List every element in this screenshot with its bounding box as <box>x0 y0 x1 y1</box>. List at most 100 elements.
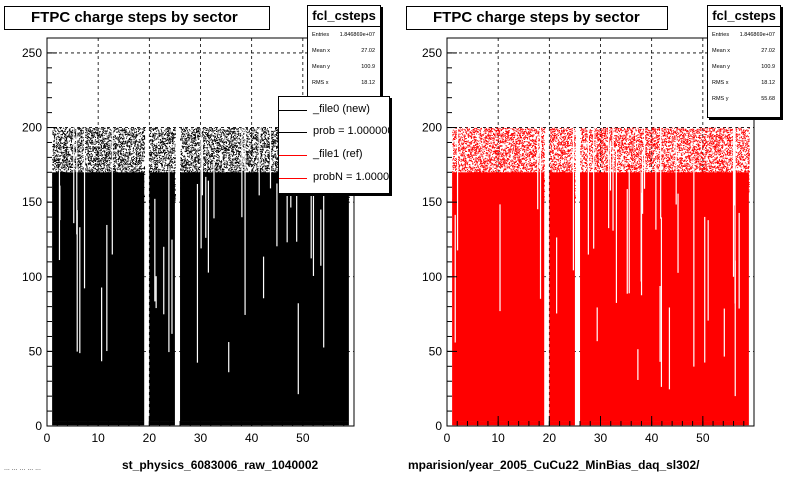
scatter-point <box>105 193 107 195</box>
scatter-point <box>170 133 172 135</box>
scatter-point <box>129 194 131 195</box>
scatter-point <box>127 198 128 200</box>
scatter-point <box>87 136 89 138</box>
scatter-point <box>105 178 107 180</box>
scatter-point <box>107 197 108 199</box>
scatter-point <box>153 175 155 177</box>
scatter-point <box>89 131 91 133</box>
scatter-point <box>72 163 74 165</box>
scatter-point <box>56 158 58 160</box>
scatter-point <box>138 152 140 154</box>
scatter-point <box>64 128 66 130</box>
scatter-point <box>173 134 175 135</box>
scatter-point <box>106 201 108 203</box>
scatter-point <box>129 133 131 135</box>
scatter-point <box>104 191 106 192</box>
scatter-point <box>117 187 119 188</box>
scatter-point <box>106 165 108 167</box>
scatter-point <box>94 158 96 159</box>
scatter-point <box>132 129 134 131</box>
scatter-point <box>136 152 138 154</box>
scatter-point <box>170 136 172 138</box>
scatter-point <box>105 171 107 173</box>
scatter-point <box>78 178 80 180</box>
scatter-point <box>62 127 64 129</box>
scatter-point <box>124 130 126 132</box>
scatter-point <box>123 130 125 131</box>
scatter-point <box>97 188 99 190</box>
scatter-point <box>162 134 164 136</box>
scatter-point <box>107 172 109 174</box>
scatter-point <box>151 156 153 158</box>
scatter-point <box>174 160 176 162</box>
scatter-point <box>53 182 55 184</box>
scatter-point <box>110 151 112 153</box>
scatter-point <box>143 182 145 183</box>
scatter-point <box>123 200 124 202</box>
scatter-point <box>126 160 128 162</box>
scatter-point <box>81 141 83 143</box>
scatter-point <box>151 188 153 190</box>
scatter-point <box>151 158 153 160</box>
scatter-point <box>78 201 80 203</box>
scatter-point <box>143 127 145 129</box>
scatter-point <box>95 132 97 134</box>
scatter-point <box>164 133 166 135</box>
scatter-point <box>114 144 116 146</box>
scatter-point <box>103 192 105 194</box>
scatter-point <box>131 139 133 141</box>
scatter-point <box>57 158 59 160</box>
scatter-point <box>142 151 144 153</box>
scatter-point <box>112 171 114 173</box>
scatter-point <box>131 177 133 179</box>
scatter-point <box>120 202 122 203</box>
scatter-point <box>53 164 55 166</box>
scatter-point <box>56 196 57 198</box>
scatter-point <box>143 173 145 175</box>
scatter-point <box>64 155 65 157</box>
scatter-point <box>105 198 107 200</box>
scatter-point <box>135 153 137 155</box>
scatter-point <box>58 164 59 166</box>
scatter-point <box>113 139 115 141</box>
scatter-point <box>52 132 54 133</box>
scatter-point <box>109 150 111 152</box>
scatter-point <box>121 184 123 186</box>
scatter-point <box>132 173 134 175</box>
scatter-point <box>136 169 138 171</box>
scatter-point <box>142 155 144 157</box>
scatter-point <box>120 200 122 202</box>
scatter-point <box>174 179 175 181</box>
scatter-point <box>172 167 174 169</box>
scatter-point <box>108 199 110 201</box>
scatter-point <box>133 169 135 170</box>
scatter-point <box>159 201 160 203</box>
scatter-point <box>114 175 116 177</box>
scatter-point <box>142 160 144 162</box>
scatter-point <box>80 197 82 199</box>
scatter-point <box>132 187 134 189</box>
scatter-point <box>174 195 176 197</box>
scatter-point <box>72 152 74 154</box>
scatter-point <box>95 149 97 151</box>
scatter-point <box>99 170 101 172</box>
scatter-point <box>98 135 100 136</box>
scatter-point <box>131 183 133 185</box>
scatter-point <box>79 160 81 162</box>
scatter-point <box>165 158 167 160</box>
scatter-point <box>80 139 82 141</box>
scatter-point <box>116 138 118 140</box>
scatter-point <box>164 161 166 163</box>
scatter-point <box>108 191 109 193</box>
scatter-point <box>126 182 128 184</box>
scatter-point <box>74 132 76 134</box>
scatter-point <box>149 197 151 199</box>
scatter-point <box>56 142 58 144</box>
scatter-point <box>89 173 91 175</box>
scatter-point <box>117 188 118 190</box>
scatter-point <box>144 166 145 168</box>
scatter-point <box>56 193 58 195</box>
scatter-point <box>69 177 71 178</box>
scatter-point <box>121 150 123 152</box>
scatter-point <box>132 196 134 198</box>
